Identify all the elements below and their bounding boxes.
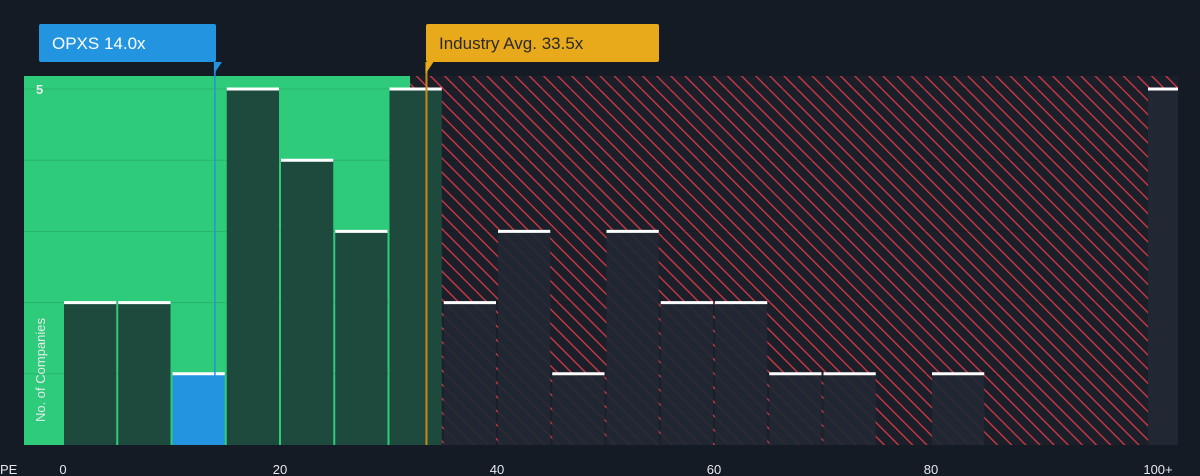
histogram-bar [172, 373, 225, 445]
x-tick-label: 100+ [1143, 462, 1172, 476]
x-axis-title: PE [0, 462, 18, 476]
company-callout-box [39, 24, 216, 62]
histogram-bar [932, 373, 985, 445]
histogram-bar [1148, 89, 1178, 445]
histogram-bar [823, 373, 876, 445]
histogram-bar [769, 373, 822, 445]
histogram-bar [226, 89, 279, 445]
histogram-bar [64, 302, 117, 445]
x-tick-label: 20 [273, 462, 287, 476]
industry-callout-box [426, 24, 659, 62]
company-callout-pointer [213, 62, 222, 74]
x-tick-label: 80 [924, 462, 938, 476]
histogram-bar [335, 231, 388, 445]
histogram-bar [118, 302, 171, 445]
histogram-bar [389, 89, 442, 445]
x-tick-label: 0 [59, 462, 66, 476]
x-tick-label: 60 [707, 462, 721, 476]
industry-callout-pointer [425, 62, 434, 74]
histogram-bar [606, 231, 659, 445]
y-tick-label: 5 [36, 82, 43, 97]
industry-callout-label: Industry Avg. 33.5x [439, 34, 584, 53]
histogram-bar [715, 302, 768, 445]
company-callout-label: OPXS 14.0x [52, 34, 146, 53]
histogram-bar [552, 373, 605, 445]
histogram-bar [660, 302, 713, 445]
x-tick-label: 40 [490, 462, 504, 476]
histogram-bar [443, 302, 496, 445]
y-axis-title: No. of Companies [33, 317, 48, 422]
histogram-bar [498, 231, 551, 445]
histogram-bar [281, 160, 334, 445]
